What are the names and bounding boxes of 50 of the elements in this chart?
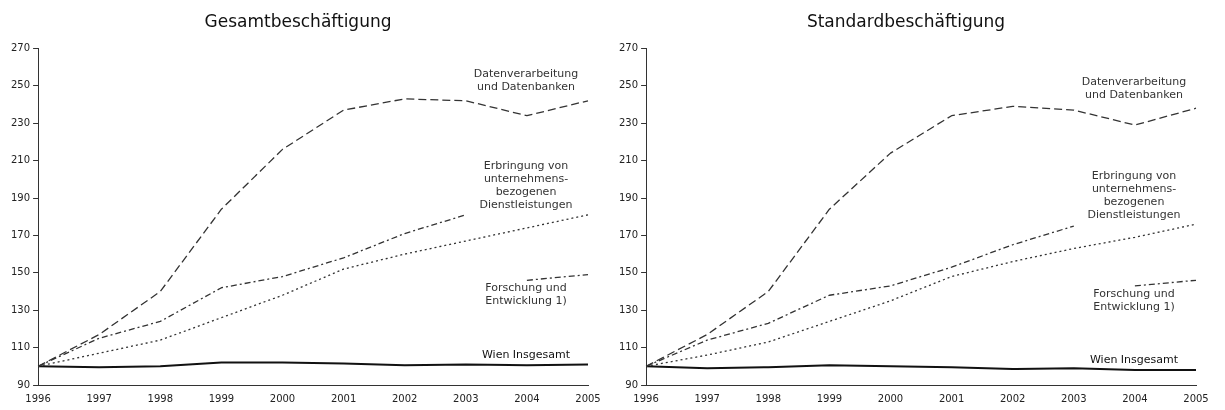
y-tick-label: 110 [10, 341, 31, 353]
y-tick-label: 170 [618, 228, 639, 240]
y-tick-label: 250 [10, 79, 31, 91]
y-tick-label: 130 [618, 303, 639, 315]
y-tick-label: 210 [10, 154, 31, 166]
y-tick-label: 190 [618, 191, 639, 203]
series-label: Datenverarbeitung und Datenbanken [473, 67, 579, 94]
y-tick-label: 230 [618, 116, 639, 128]
x-tick-label: 1999 [816, 392, 843, 404]
x-tick-label: 2000 [877, 392, 904, 404]
y-tick-label: 170 [10, 228, 31, 240]
y-tick-label: 130 [10, 303, 31, 315]
x-tick-label: 2001 [330, 392, 357, 404]
series-label: Datenverarbeitung und Datenbanken [1081, 74, 1187, 101]
x-tick-label: 1998 [147, 392, 174, 404]
x-tick-label: 2004 [1122, 392, 1148, 404]
series-label: Forschung und Entwicklung 1) [485, 281, 567, 308]
y-tick-label: 250 [618, 79, 639, 91]
x-tick-label: 2004 [514, 392, 540, 404]
chart-title: Standardbeschäftigung [806, 10, 1006, 31]
x-tick-label: 1997 [694, 392, 720, 404]
y-tick-label: 270 [10, 41, 31, 53]
y-tick-label: 90 [17, 378, 31, 390]
chart-title: Gesamtbeschäftigung [204, 10, 392, 31]
series-label: Wien Insgesamt [1089, 353, 1179, 367]
x-tick-label: 2002 [391, 392, 418, 404]
y-tick-label: 110 [618, 341, 639, 353]
y-tick-label: 230 [10, 116, 31, 128]
x-tick-label: 2005 [1183, 392, 1209, 404]
y-tick-label: 210 [618, 154, 639, 166]
x-tick-label: 2000 [269, 392, 296, 404]
series-label: Wien Insgesamt [481, 347, 571, 361]
y-tick-label: 150 [10, 266, 31, 278]
y-tick-label: 90 [625, 378, 639, 390]
x-tick-label: 2003 [453, 392, 479, 404]
x-tick-label: 2005 [575, 392, 601, 404]
x-tick-label: 1999 [208, 392, 235, 404]
x-tick-label: 2002 [999, 392, 1026, 404]
x-tick-label: 1996 [25, 392, 51, 404]
x-tick-label: 1996 [633, 392, 659, 404]
y-tick-label: 150 [618, 266, 639, 278]
y-tick-label: 190 [10, 191, 31, 203]
series-label: Erbringung von unternehmens- bezogenen Dienstleistungen [1087, 168, 1181, 221]
x-tick-label: 1997 [86, 392, 112, 404]
y-tick-label: 270 [618, 41, 639, 53]
x-tick-label: 2003 [1061, 392, 1087, 404]
series-label: Forschung und Entwicklung 1) [1093, 286, 1175, 313]
x-tick-label: 1998 [755, 392, 782, 404]
series-label: Erbringung von unternehmens- bezogenen Dienstleistungen [479, 159, 573, 212]
x-tick-label: 2001 [938, 392, 965, 404]
